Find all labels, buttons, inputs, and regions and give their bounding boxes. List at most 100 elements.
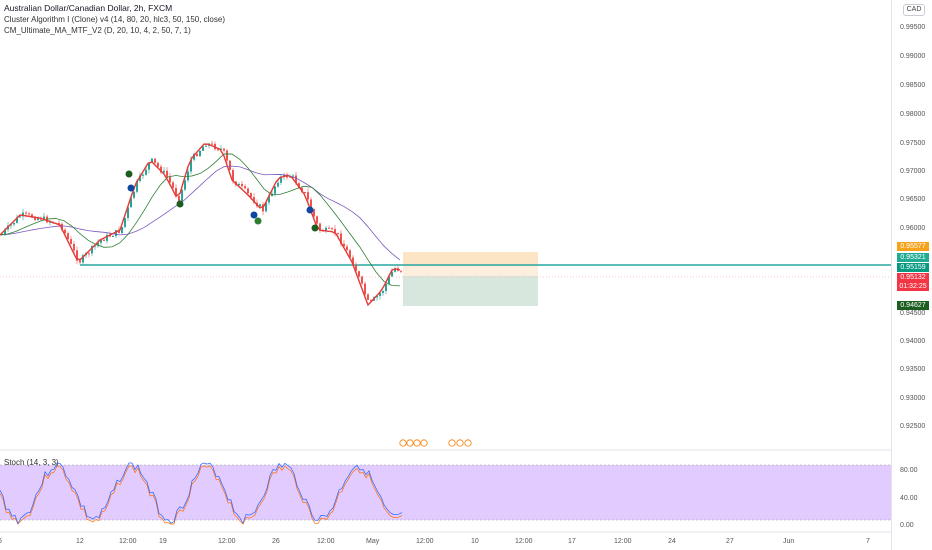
candle-body (277, 182, 279, 187)
cluster-dot (311, 224, 319, 232)
event-badge (399, 439, 407, 447)
candle-body (103, 239, 105, 241)
candle-body (244, 186, 246, 189)
candle-body (88, 253, 90, 255)
candle-body (280, 176, 282, 183)
candle-body (367, 294, 369, 300)
stop-zone (403, 276, 538, 306)
time-label: 12:00 (119, 538, 137, 545)
cluster-dot (250, 211, 258, 219)
price-tick: 0.96000 (900, 225, 926, 232)
candle-body (34, 217, 36, 221)
indicator-legend-cluster[interactable]: Cluster Algorithm I (Clone) v4 (14, 80, … (4, 15, 225, 24)
candle-body (97, 242, 99, 246)
time-label: 24 (668, 538, 676, 545)
stoch-tick: 0.00 (900, 522, 914, 529)
candle-body (241, 183, 243, 187)
time-label: 12 (76, 538, 84, 545)
candle-body (4, 229, 6, 234)
candle-body (148, 162, 150, 170)
cluster-dot (254, 217, 262, 225)
indicator-legend-ma[interactable]: CM_Ultimate_MA_MTF_V2 (D, 20, 10, 4, 2, … (4, 26, 191, 35)
candle-body (28, 213, 30, 215)
candle-body (124, 217, 126, 227)
candle-body (82, 255, 84, 263)
candle-body (265, 202, 267, 212)
candle-body (385, 283, 387, 292)
candle-body (316, 216, 318, 224)
candle-body (160, 166, 162, 173)
candle-body (94, 245, 96, 247)
candle-body (76, 250, 78, 261)
candle-body (169, 176, 171, 183)
currency-button[interactable]: CAD (903, 4, 925, 16)
time-label: 12:00 (317, 538, 335, 545)
time-label: 26 (272, 538, 280, 545)
candle-body (325, 227, 327, 232)
candle-body (127, 207, 129, 218)
candle-body (331, 228, 333, 230)
candle-body (358, 271, 360, 277)
candle-body (70, 239, 72, 244)
candle-body (295, 175, 297, 184)
price-tick: 0.92500 (900, 423, 926, 430)
time-label: 12:00 (218, 538, 236, 545)
candle-body (268, 195, 270, 203)
cluster-dot (306, 206, 314, 214)
candle-body (229, 160, 231, 170)
candle-body (184, 180, 186, 190)
candle-body (196, 153, 198, 157)
price-tick: 0.94500 (900, 310, 926, 317)
cluster-dot (127, 184, 135, 192)
candle-body (328, 227, 330, 229)
candle-body (232, 169, 234, 182)
time-label: 12:00 (416, 538, 434, 545)
candle-body (220, 148, 222, 150)
time-label: 27 (726, 538, 734, 545)
event-badge (413, 439, 421, 447)
candle-body (172, 182, 174, 188)
candle-body (217, 149, 219, 151)
candle-body (391, 271, 393, 277)
candle-body (334, 229, 336, 233)
candle-body (64, 229, 66, 234)
time-label: 10 (471, 538, 479, 545)
candle-body (223, 148, 225, 151)
price-tag-upper: 0.95577 (897, 242, 929, 251)
candle-body (379, 292, 381, 296)
candle-body (91, 246, 93, 254)
candle-body (226, 150, 228, 161)
candle-body (133, 191, 135, 198)
candle-body (253, 197, 255, 203)
candle-body (61, 223, 63, 230)
stoch-d-line (0, 465, 403, 525)
candle-body (115, 229, 117, 236)
candle-body (340, 233, 342, 244)
candle-body (310, 199, 312, 210)
price-tick: 0.94000 (900, 338, 926, 345)
price-chart[interactable] (0, 0, 891, 550)
candle-body (346, 246, 348, 251)
candle-body (205, 145, 207, 147)
bar-countdown: 01:32:25 (897, 282, 929, 291)
candle-body (13, 222, 15, 225)
ma-slow-line (0, 165, 401, 261)
candle-body (58, 222, 60, 224)
stoch-tick: 80.00 (900, 467, 918, 474)
candle-body (355, 264, 357, 272)
candle-body (298, 183, 300, 188)
candle-body (304, 191, 306, 193)
candle-body (343, 243, 345, 247)
candle-body (250, 193, 252, 198)
candle-body (43, 216, 45, 220)
price-tick: 0.98500 (900, 82, 926, 89)
candle-body (199, 150, 201, 157)
candle-body (247, 188, 249, 194)
candle-body (49, 221, 51, 223)
ma-fast-line (0, 153, 401, 287)
candle-body (175, 187, 177, 196)
candle-body (307, 192, 309, 200)
candle-body (382, 291, 384, 293)
stoch-legend[interactable]: Stoch (14, 3, 3) (4, 458, 59, 467)
candle-body (292, 175, 294, 177)
